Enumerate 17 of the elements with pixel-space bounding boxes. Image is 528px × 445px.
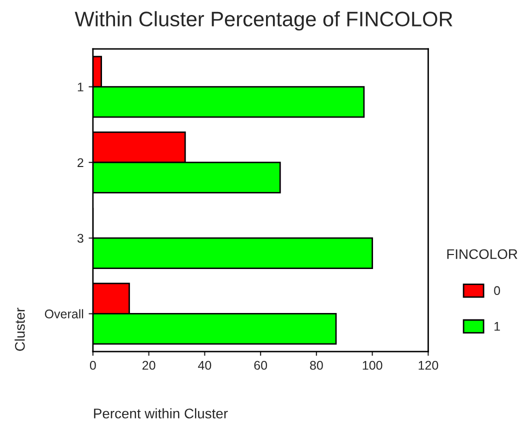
x-tick-label: 100 (362, 360, 382, 370)
x-axis-title: Percent within Cluster (94, 408, 228, 418)
legend-label: 0 (494, 286, 500, 296)
x-tick-label: 20 (142, 360, 156, 370)
legend-title: FINCOLOR (447, 249, 518, 260)
y-axis-title: Cluster (14, 308, 25, 351)
x-tick-label: 40 (198, 360, 212, 370)
x-tick-label: 120 (418, 360, 438, 370)
x-tick-label: 80 (310, 360, 323, 370)
y-tick-label: 3 (77, 234, 84, 243)
x-tick-label: 0 (90, 360, 96, 370)
x-tick-label: 60 (254, 360, 268, 370)
y-tick-label: 1 (78, 82, 84, 92)
y-tick-label: Overall (44, 309, 84, 318)
chart-title: Within Cluster Percentage of FINCOLOR (74, 11, 452, 31)
y-tick-label: 2 (78, 158, 84, 167)
legend-label: 1 (494, 322, 500, 331)
